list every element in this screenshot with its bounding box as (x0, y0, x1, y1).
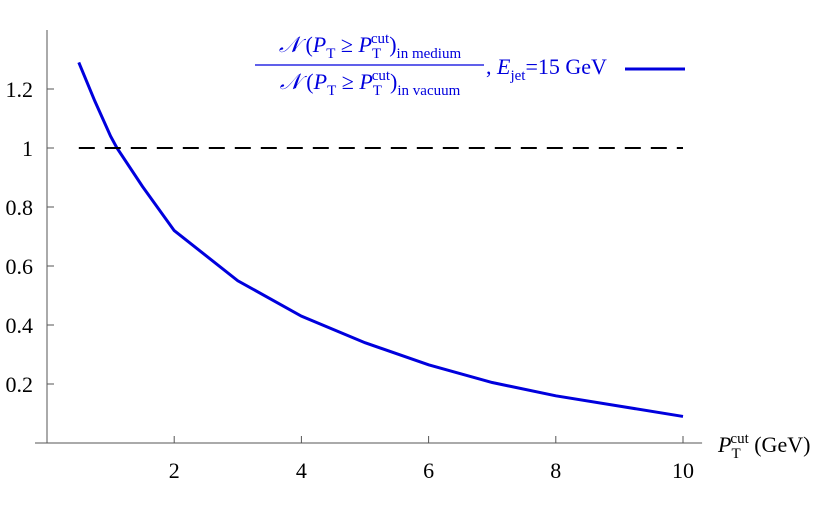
text-piece: P (312, 32, 326, 57)
text-piece: (GeV) (749, 432, 811, 457)
text-piece: jet (509, 68, 526, 84)
y-tick-label: 1.2 (6, 77, 34, 102)
text-piece: T (731, 446, 740, 462)
text-piece: , (486, 54, 497, 79)
x-axis-label: PTcut (GeV) (717, 431, 810, 462)
text-piece: =15 GeV (525, 54, 607, 79)
x-tick-label: 2 (169, 458, 180, 483)
text-piece: P (313, 69, 327, 94)
text-piece: cut (372, 68, 391, 84)
text-piece: ( (300, 32, 313, 57)
text-piece: P (357, 32, 371, 57)
y-tick-label: 0.4 (6, 313, 34, 338)
text-piece: ≥ (335, 32, 358, 57)
text-piece: E (496, 54, 511, 79)
text-piece: ≥ (336, 69, 359, 94)
legend-denominator: 𝒩 (PT ≥ PTcut)in vacuum (280, 68, 461, 99)
y-tick-label: 1 (22, 136, 33, 161)
text-piece: in medium (397, 46, 462, 62)
text-piece: T (372, 46, 381, 62)
y-tick-label: 0.2 (6, 372, 34, 397)
text-piece: P (358, 69, 372, 94)
legend: 𝒩 (PT ≥ PTcut)in medium 𝒩 (PT ≥ PTcut)in… (255, 31, 685, 99)
text-piece: ) (389, 32, 396, 57)
x-tick-label: 4 (296, 458, 307, 483)
y-tick-label: 0.8 (6, 195, 34, 220)
text-piece: P (717, 432, 731, 457)
text-piece: T (326, 46, 335, 62)
x-tick-label: 10 (672, 458, 694, 483)
text-piece: ( (301, 69, 314, 94)
legend-numerator: 𝒩 (PT ≥ PTcut)in medium (279, 31, 462, 62)
text-piece: cut (730, 431, 749, 447)
legend-suffix: , Ejet=15 GeV (486, 54, 607, 84)
text-piece: cut (371, 31, 390, 47)
x-tick-label: 6 (423, 458, 434, 483)
text-piece: T (327, 83, 336, 99)
text-piece: T (373, 83, 382, 99)
curve (77, 61, 684, 418)
text-piece: ) (390, 69, 397, 94)
y-tick-label: 0.6 (6, 254, 34, 279)
text-piece: in vacuum (397, 83, 460, 99)
x-tick-label: 8 (550, 458, 561, 483)
